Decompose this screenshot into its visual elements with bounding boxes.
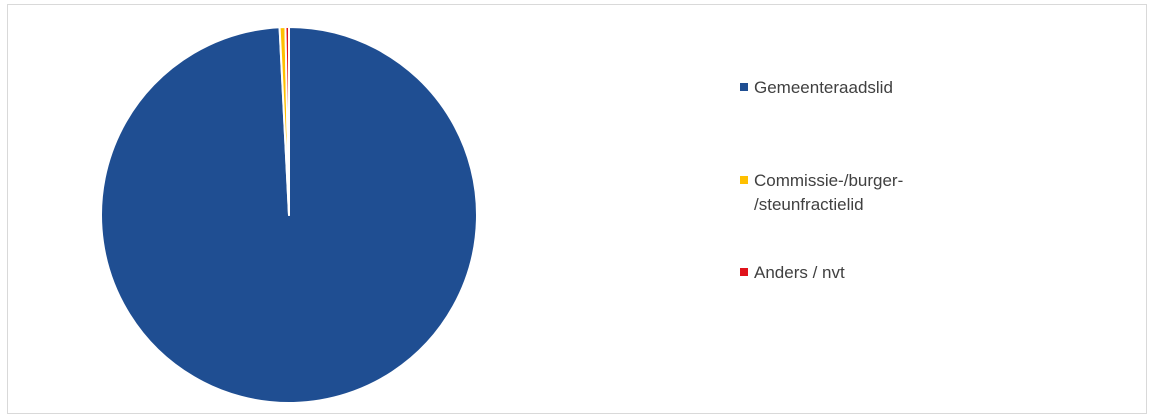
legend-label-commissielid: Commissie-/burger- /steunfractielid [754,171,904,214]
chart-area: Gemeenteraadslid Commissie-/burger- /ste… [7,4,1147,414]
legend-item-anders: Anders / nvt [740,261,1040,285]
legend-swatch-anders [740,268,748,276]
pie-slice-anders [284,26,290,216]
legend-item-gemeenteraadslid: Gemeenteraadslid [740,76,1040,100]
pie-chart [100,26,478,404]
legend-label-gemeenteraadslid: Gemeenteraadslid [754,78,893,97]
legend-label-anders: Anders / nvt [754,263,845,282]
legend-item-commissielid: Commissie-/burger- /steunfractielid [740,169,1040,217]
legend-swatch-gemeenteraadslid [740,83,748,91]
legend-swatch-commissielid [740,176,748,184]
